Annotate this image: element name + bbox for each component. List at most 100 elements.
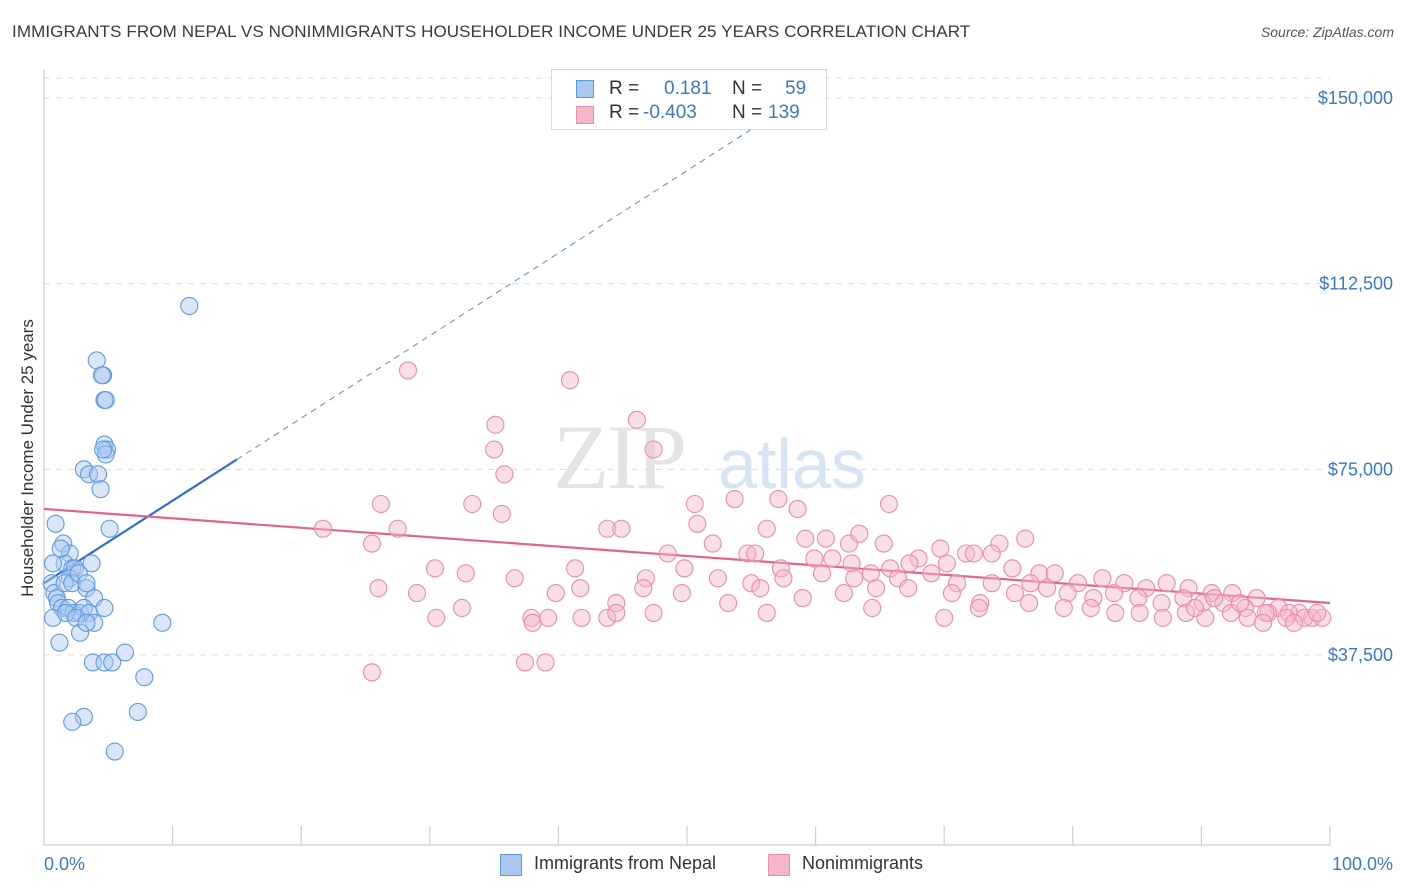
point-nonimmigrants: [425, 559, 444, 578]
point-nonimmigrants: [881, 559, 900, 578]
point-nonimmigrants: [492, 504, 511, 523]
point-nonimmigrants: [1185, 598, 1205, 618]
point-nonimmigrants: [1038, 579, 1057, 598]
point-nonimmigrants: [757, 519, 776, 538]
point-nepal: [95, 653, 114, 672]
point-nonimmigrants: [1021, 574, 1040, 593]
point-nonimmigrants: [1238, 608, 1257, 627]
point-nepal: [94, 440, 113, 459]
point-nonimmigrants: [1137, 579, 1156, 598]
point-nonimmigrants: [566, 559, 585, 578]
stats-n-label: N =: [732, 78, 763, 99]
point-nonimmigrants: [1179, 579, 1198, 598]
point-nonimmigrants: [658, 544, 677, 563]
point-nonimmigrants: [788, 499, 807, 518]
point-nepal: [56, 603, 75, 622]
point-nonimmigrants: [935, 608, 954, 627]
point-nonimmigrants: [407, 584, 426, 603]
point-nonimmigrants: [486, 415, 505, 434]
point-nonimmigrants: [1129, 589, 1148, 608]
point-nonimmigrants: [1176, 603, 1196, 622]
point-nepal: [60, 569, 79, 588]
point-nepal: [59, 598, 78, 618]
legend-label-nepal: Immigrants from Nepal: [534, 853, 717, 873]
point-nonimmigrants: [957, 544, 976, 563]
point-nonimmigrants: [948, 574, 967, 593]
point-nepal: [105, 742, 124, 761]
point-nonimmigrants: [796, 529, 815, 548]
stats-r-label: R =: [609, 102, 640, 123]
point-nonimmigrants: [725, 489, 744, 509]
point-nonimmigrants: [1202, 584, 1221, 603]
point-nepal: [74, 460, 93, 479]
point-nonimmigrants: [388, 519, 407, 538]
point-nonimmigrants: [1093, 569, 1112, 588]
point-nonimmigrants: [1058, 584, 1077, 603]
point-nonimmigrants: [842, 554, 861, 573]
point-nonimmigrants: [362, 663, 381, 682]
point-nepal: [82, 554, 101, 573]
point-nepal: [100, 519, 119, 538]
point-nonimmigrants: [1223, 584, 1242, 603]
point-nonimmigrants: [546, 584, 565, 603]
y-tick-label: $75,000: [1328, 459, 1393, 479]
point-nonimmigrants: [719, 593, 738, 613]
stats-row-nonimmigrants: R = -0.403 N = 139: [552, 102, 826, 128]
point-nonimmigrants: [703, 534, 722, 553]
trend-lines: [43, 120, 1331, 605]
point-nonimmigrants: [536, 653, 555, 672]
stats-n-value: 59: [785, 78, 807, 99]
point-nonimmigrants: [644, 440, 663, 459]
point-nepal: [51, 539, 70, 558]
point-nonimmigrants: [1254, 613, 1273, 632]
point-nepal: [77, 579, 96, 598]
x-tick-label: 0.0%: [44, 854, 85, 874]
trend-line-nepal: [43, 458, 238, 585]
legend: Immigrants from Nepal Nonimmigrants: [0, 852, 1406, 878]
point-nepal: [63, 574, 82, 593]
point-nepal: [91, 480, 110, 499]
chart-title: IMMIGRANTS FROM NEPAL VS NONIMMIGRANTS H…: [12, 22, 971, 41]
point-nonimmigrants: [900, 554, 919, 573]
point-nonimmigrants: [362, 534, 381, 553]
point-nonimmigrants: [834, 584, 853, 603]
point-nonimmigrants: [1045, 564, 1064, 583]
point-nonimmigrants: [505, 569, 524, 588]
point-nonimmigrants: [746, 544, 765, 563]
point-nonimmigrants: [866, 579, 886, 598]
point-nonimmigrants: [816, 529, 835, 548]
point-nonimmigrants: [627, 410, 646, 429]
point-nonimmigrants: [751, 579, 770, 598]
x-tick-label: 100.0%: [1332, 854, 1393, 874]
point-nonimmigrants: [1016, 529, 1035, 548]
point-nonimmigrants: [850, 524, 869, 543]
point-nonimmigrants: [1081, 598, 1100, 618]
point-nonimmigrants: [1247, 589, 1266, 608]
point-nonimmigrants: [398, 361, 417, 380]
stats-r-label: R =: [609, 78, 640, 99]
point-nonimmigrants: [485, 440, 504, 459]
point-nonimmigrants: [805, 549, 824, 568]
point-nonimmigrants: [571, 579, 590, 598]
point-nonimmigrants: [688, 514, 707, 533]
point-nonimmigrants: [982, 574, 1001, 593]
point-nonimmigrants: [607, 593, 626, 613]
watermark: ZIP atlas: [553, 406, 866, 508]
point-nepal: [54, 534, 73, 553]
point-nonimmigrants: [823, 549, 842, 568]
point-nepal: [43, 554, 63, 573]
point-nonimmigrants: [1302, 608, 1322, 627]
point-nepal: [92, 366, 111, 385]
point-nonimmigrants: [1221, 603, 1241, 622]
point-nonimmigrants: [793, 589, 812, 608]
point-nonimmigrants: [774, 569, 793, 588]
point-nonimmigrants: [607, 603, 626, 622]
point-nepal: [74, 598, 93, 618]
point-nepal: [70, 623, 90, 642]
stats-n-value: 139: [768, 102, 800, 123]
point-nonimmigrants: [560, 371, 580, 390]
legend-swatch-nonimmigrants: [768, 854, 790, 876]
point-nonimmigrants: [1205, 589, 1224, 608]
point-nonimmigrants: [909, 549, 928, 568]
point-nonimmigrants: [1106, 603, 1125, 622]
